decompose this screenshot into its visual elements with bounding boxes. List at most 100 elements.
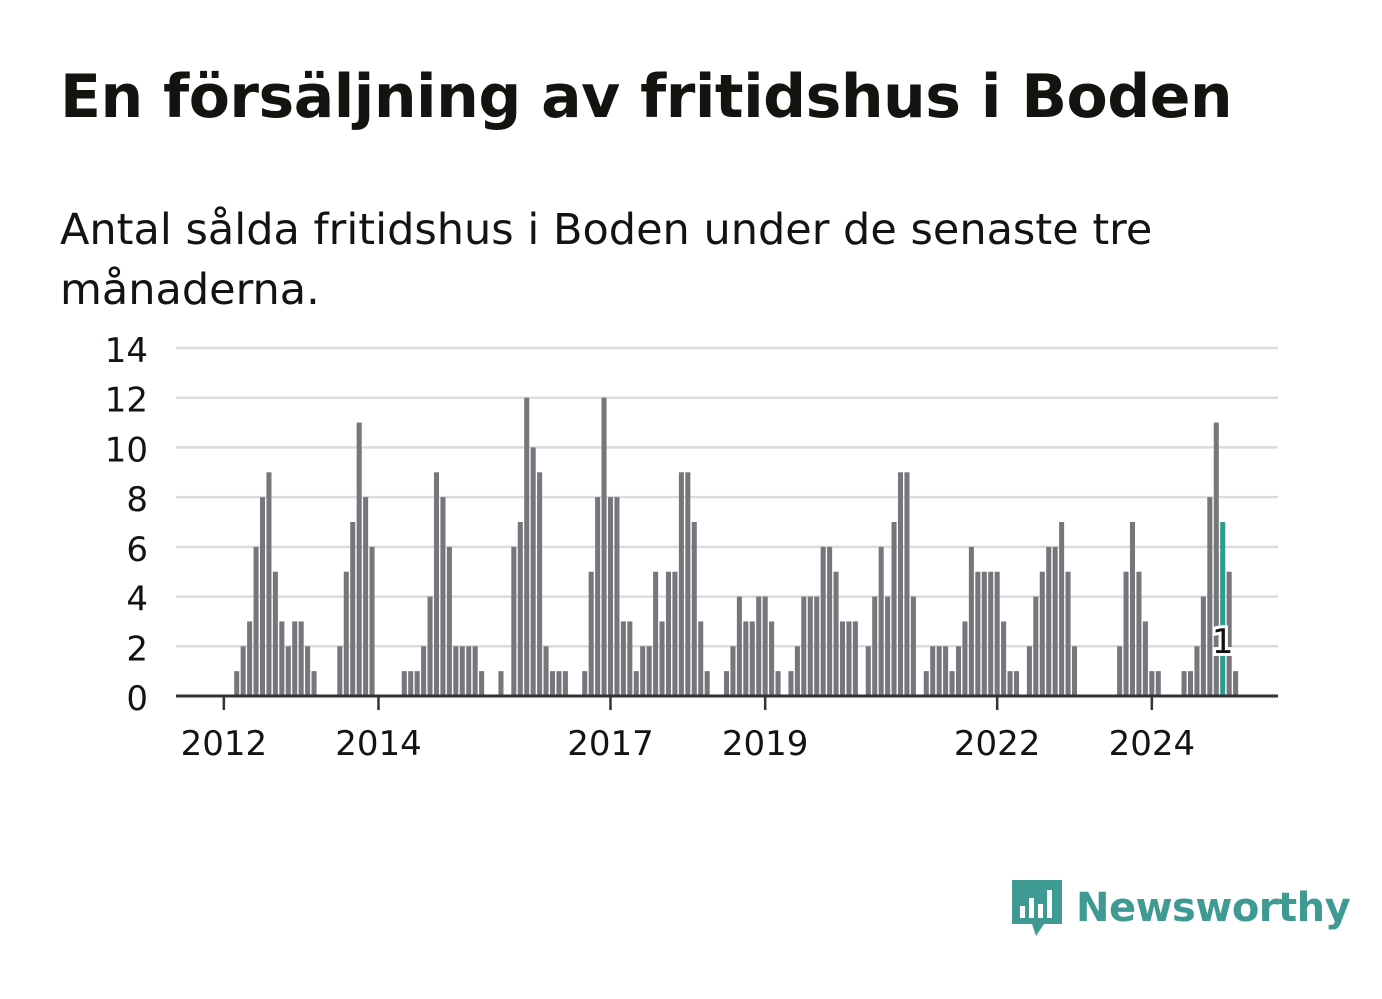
bar (1117, 646, 1123, 696)
bar (427, 596, 433, 696)
bar (897, 472, 904, 696)
bar (446, 546, 452, 696)
bar (556, 671, 562, 696)
bar (814, 596, 820, 696)
bar (524, 397, 530, 696)
bar (949, 671, 955, 696)
y-tick-label: 4 (126, 580, 148, 620)
bar (885, 596, 891, 696)
x-tick-label: 2017 (567, 724, 654, 764)
bar (1181, 671, 1187, 696)
bar (588, 571, 594, 696)
y-tick-label: 14 (105, 331, 148, 371)
bar (292, 621, 298, 696)
bar (247, 621, 253, 696)
bar (1136, 571, 1142, 696)
bar (878, 546, 884, 696)
bar (788, 671, 794, 696)
bar (749, 621, 755, 696)
bar (498, 671, 504, 696)
bar (1187, 671, 1194, 696)
bar (910, 596, 916, 696)
bar (1052, 546, 1058, 696)
bar (968, 546, 974, 696)
bar (1039, 571, 1045, 696)
bar (762, 596, 768, 696)
bar (1149, 671, 1155, 696)
bar (530, 447, 536, 696)
bar (1213, 422, 1219, 696)
bar (601, 397, 607, 696)
bar (820, 546, 826, 696)
bar (633, 671, 639, 696)
bar (756, 596, 762, 696)
bar (865, 646, 871, 696)
bar (279, 621, 285, 696)
bar (640, 646, 646, 696)
x-tick-label: 2024 (1109, 724, 1196, 764)
bar (1013, 671, 1020, 696)
bar (543, 646, 549, 696)
x-tick-label: 2022 (954, 724, 1041, 764)
bar (698, 621, 704, 696)
bar (1071, 646, 1078, 696)
bar (794, 646, 800, 696)
bar (595, 497, 601, 696)
bar (936, 646, 942, 696)
bar (620, 621, 626, 696)
bar (356, 422, 362, 696)
highlight-value-label: 1 (1212, 622, 1234, 662)
bar (665, 571, 672, 696)
bar (743, 621, 749, 696)
bar (852, 621, 858, 696)
bar (408, 671, 414, 696)
bar (672, 571, 678, 696)
bar (234, 671, 240, 696)
bar (846, 621, 852, 696)
bar (1220, 522, 1226, 696)
bar (549, 671, 556, 696)
chart-subtitle: Antal sålda fritidshus i Boden under de … (60, 205, 1153, 315)
bar (517, 522, 523, 696)
bar (343, 571, 349, 696)
bar (253, 546, 259, 696)
bar (305, 646, 311, 696)
bar (1207, 497, 1213, 696)
bar (337, 646, 343, 696)
bar (962, 621, 968, 696)
bar (1226, 571, 1232, 696)
bar (582, 671, 588, 696)
bar (904, 472, 910, 696)
bar (562, 671, 568, 696)
bar (994, 571, 1000, 696)
bar (1142, 621, 1148, 696)
x-tick-label: 2012 (181, 724, 268, 764)
bar (1194, 646, 1200, 696)
bar (459, 646, 465, 696)
y-axis-tick-labels: 0 2 4 6 8 10 12 14 (105, 331, 148, 719)
bar (1065, 571, 1071, 696)
bar (891, 522, 897, 696)
bar (769, 621, 775, 696)
bar (704, 671, 710, 696)
bar (1200, 596, 1206, 696)
bar (807, 596, 813, 696)
bar (414, 671, 420, 696)
bar (350, 522, 356, 696)
bar (1123, 571, 1129, 696)
y-tick-label: 2 (126, 629, 148, 669)
bar (646, 646, 652, 696)
bar (872, 596, 878, 696)
bar (839, 621, 846, 696)
bar (240, 646, 246, 696)
y-tick-label: 10 (105, 430, 148, 470)
y-tick-label: 8 (126, 480, 148, 520)
bar (691, 522, 697, 696)
bar (1046, 546, 1052, 696)
highlight-annotation: 1 (1209, 619, 1237, 665)
x-tick-label: 2019 (722, 724, 809, 764)
bar (1007, 671, 1013, 696)
bar (466, 646, 472, 696)
bar (401, 671, 407, 696)
